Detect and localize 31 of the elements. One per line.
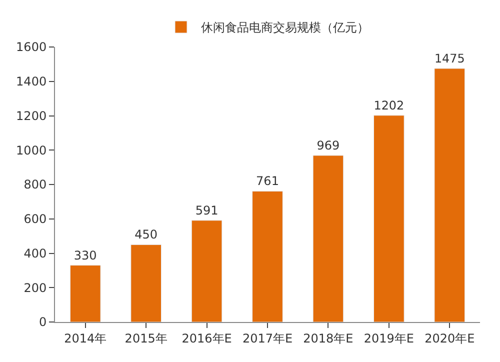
bar [434,68,466,322]
x-tick-label: 2019年E [364,331,414,346]
y-tick-label: 1400 [16,74,47,89]
legend-label: 休闲食品电商交易规模（亿元） [201,20,369,35]
bar [191,220,222,322]
x-tick-label: 2016年E [182,331,232,346]
y-tick-label: 400 [24,246,47,260]
x-tick-label: 2015年 [124,331,168,346]
bar [374,115,404,322]
bar [130,244,162,322]
bar [252,190,283,322]
x-tick-label: 2020年E [424,331,475,346]
y-tick-label: 0 [38,315,47,330]
x-tick-label: 2014年 [64,331,107,346]
data-label: 591 [195,203,218,218]
y-tick-label: 800 [24,178,47,192]
bar [312,155,344,322]
data-label: 761 [256,174,279,188]
x-tick-label: 2018年E [303,331,354,346]
y-tick-label: 200 [24,280,47,295]
y-tick-label: 1000 [16,143,47,158]
data-label: 969 [316,138,340,152]
y-tick-label: 1200 [16,108,47,123]
data-label: 1475 [434,52,465,66]
data-label: 330 [74,248,97,262]
y-tick-label: 600 [24,212,47,226]
bar [70,265,101,322]
data-label: 1202 [374,98,404,112]
y-tick-label: 1600 [16,40,47,54]
data-label: 450 [134,228,158,242]
x-tick-label: 2017年E [242,331,293,346]
